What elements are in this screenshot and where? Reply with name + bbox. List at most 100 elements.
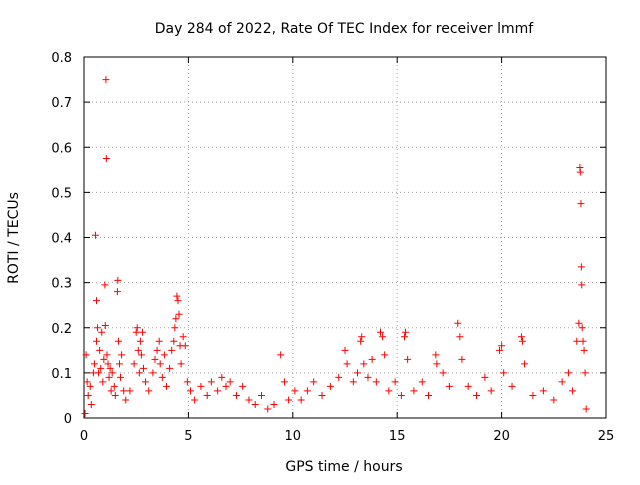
y-tick-label: 0.1 xyxy=(51,367,72,382)
data-point xyxy=(433,360,441,368)
data-point xyxy=(277,351,285,359)
data-point xyxy=(103,351,111,359)
data-point xyxy=(101,281,109,289)
data-point xyxy=(100,355,108,363)
tick-labels: 0 5 10 15 20 25 0 0.1 0.2 0.3 0.4 0.5 0.6 0.7 0.8 xyxy=(51,51,614,444)
data-point xyxy=(81,409,89,417)
data-point xyxy=(364,373,372,381)
data-point xyxy=(122,396,130,404)
data-point xyxy=(397,391,405,399)
data-point xyxy=(151,355,159,363)
data-point xyxy=(153,346,161,354)
data-point xyxy=(98,328,106,336)
data-point xyxy=(291,387,299,395)
data-point xyxy=(578,281,586,289)
data-point xyxy=(582,405,590,413)
data-point xyxy=(402,328,410,336)
data-point xyxy=(508,382,516,390)
data-point xyxy=(181,342,189,350)
data-point xyxy=(177,360,185,368)
data-point xyxy=(285,396,293,404)
data-point xyxy=(142,378,150,386)
data-point xyxy=(87,400,95,408)
data-point xyxy=(114,276,122,284)
data-point xyxy=(270,400,278,408)
data-point xyxy=(558,378,566,386)
data-point xyxy=(140,364,148,372)
data-point xyxy=(90,360,98,368)
data-point xyxy=(158,373,166,381)
data-point xyxy=(529,391,537,399)
data-point xyxy=(160,351,168,359)
data-point xyxy=(138,328,146,336)
data-point xyxy=(349,378,357,386)
data-point xyxy=(197,382,205,390)
data-point xyxy=(239,382,247,390)
data-point xyxy=(579,337,587,345)
data-point xyxy=(106,364,114,372)
y-tick-label: 0.7 xyxy=(51,96,72,111)
data-point xyxy=(107,387,115,395)
data-point xyxy=(113,288,121,296)
data-point xyxy=(425,391,433,399)
data-point xyxy=(135,369,143,377)
data-point xyxy=(168,346,176,354)
grid-lines xyxy=(84,57,606,418)
data-point xyxy=(97,364,105,372)
data-point xyxy=(368,355,376,363)
data-point xyxy=(456,333,464,341)
data-point xyxy=(82,351,90,359)
data-point xyxy=(418,378,426,386)
y-tick-label: 0 xyxy=(64,412,72,427)
data-point xyxy=(115,360,123,368)
data-point xyxy=(222,382,230,390)
data-point xyxy=(214,387,222,395)
data-point xyxy=(130,360,138,368)
y-tick-label: 0.6 xyxy=(51,141,72,156)
data-point xyxy=(564,369,572,377)
data-point xyxy=(91,231,99,239)
data-point xyxy=(381,351,389,359)
y-tick-label: 0.4 xyxy=(51,232,72,247)
data-point xyxy=(410,387,418,395)
data-point xyxy=(110,382,118,390)
y-tick-label: 0.5 xyxy=(51,186,72,201)
data-point xyxy=(172,315,180,323)
data-point xyxy=(578,324,586,332)
data-point xyxy=(105,373,113,381)
data-point xyxy=(134,346,142,354)
data-point xyxy=(303,387,311,395)
data-point xyxy=(232,391,240,399)
data-point xyxy=(102,155,110,163)
data-point xyxy=(207,378,215,386)
data-point xyxy=(99,378,107,386)
data-point xyxy=(343,360,351,368)
data-point xyxy=(577,263,585,271)
data-point xyxy=(372,378,380,386)
data-point xyxy=(83,378,91,386)
data-point xyxy=(376,328,384,336)
data-point xyxy=(93,297,101,305)
x-tick-label: 25 xyxy=(598,429,615,444)
data-point xyxy=(96,346,104,354)
data-point xyxy=(385,387,393,395)
data-point xyxy=(118,351,126,359)
data-point xyxy=(264,405,272,413)
data-point xyxy=(498,342,506,350)
data-point xyxy=(318,391,326,399)
data-point xyxy=(487,387,495,395)
data-point xyxy=(108,369,116,377)
x-tick-label: 10 xyxy=(285,429,302,444)
x-axis-title: GPS time / hours xyxy=(285,459,402,475)
data-point xyxy=(391,378,399,386)
data-point xyxy=(354,369,362,377)
data-point xyxy=(401,333,409,341)
data-point xyxy=(432,351,440,359)
data-point xyxy=(521,360,529,368)
data-point xyxy=(104,360,112,368)
data-point xyxy=(360,360,368,368)
data-point xyxy=(341,346,349,354)
data-point xyxy=(111,391,119,399)
data-point xyxy=(162,382,170,390)
